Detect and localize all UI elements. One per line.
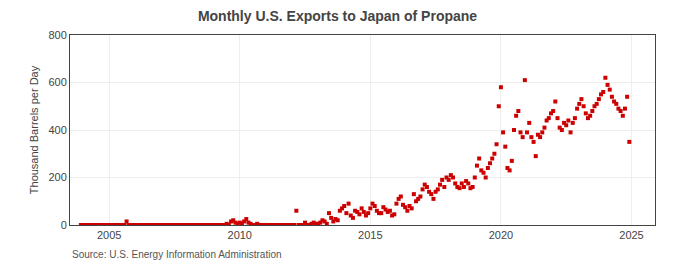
svg-text:Source: U.S. Energy Informatio: Source: U.S. Energy Information Administ… [72,249,282,260]
svg-text:800: 800 [48,29,66,41]
svg-text:2020: 2020 [489,229,513,241]
svg-text:400: 400 [48,124,66,136]
svg-text:2010: 2010 [228,229,252,241]
svg-text:0: 0 [61,219,67,231]
svg-text:600: 600 [48,76,66,88]
svg-text:2025: 2025 [619,229,643,241]
svg-text:200: 200 [48,171,66,183]
svg-text:Monthly U.S. Exports to Japan: Monthly U.S. Exports to Japan of Propane [198,8,477,24]
svg-text:2005: 2005 [97,229,121,241]
svg-text:Thousand Barrels per Day: Thousand Barrels per Day [28,65,40,194]
svg-text:2015: 2015 [358,229,382,241]
